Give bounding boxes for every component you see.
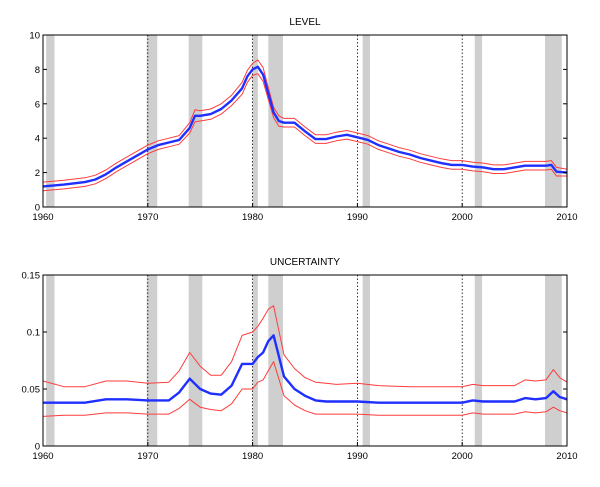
series-estimate: [43, 334, 568, 404]
recession-band: [252, 35, 258, 207]
x-tick-label: 1990: [347, 451, 368, 462]
y-tick-label: 10: [29, 31, 40, 42]
x-tick-label: 2000: [452, 212, 473, 223]
series-upper-band: [42, 305, 568, 388]
y-tick-label: 0.15: [22, 271, 41, 282]
y-tick-label: 0: [35, 442, 40, 453]
recession-band: [474, 275, 483, 446]
recession-band: [474, 35, 483, 207]
uncertainty-panel: 0 0.05 0.1 0.15 1960 1970 1980 1990 2000 2010 UNCE…: [22, 257, 578, 462]
x-tick-label: 2000: [452, 451, 473, 462]
x-tick-label: 1990: [347, 212, 368, 223]
level-panel: 0 2 4 6 8 10 1960 1970 1980 1990 2000 2010 LEVEL: [29, 17, 577, 223]
recession-band: [362, 35, 370, 207]
x-tick-label: 1980: [242, 451, 263, 462]
x-tick-label: 1970: [137, 451, 158, 462]
recession-band: [46, 275, 55, 446]
y-tick-label: 2: [35, 168, 40, 179]
y-tick-label: 4: [35, 134, 40, 145]
plot-frame: [42, 274, 568, 447]
x-tick-label: 1960: [32, 451, 53, 462]
plot-frame: [42, 34, 568, 208]
x-tick-label: 2010: [556, 212, 577, 223]
recession-band: [362, 275, 370, 446]
recession-band: [146, 275, 158, 446]
recession-band: [146, 35, 158, 207]
y-tick-label: 0.1: [27, 328, 40, 339]
chart-title: UNCERTAINTY: [270, 257, 341, 268]
series-lower-band: [42, 73, 567, 192]
x-tick-label: 2010: [556, 451, 577, 462]
x-tick-label: 1980: [242, 212, 263, 223]
recession-band: [544, 35, 562, 207]
recession-band: [544, 275, 562, 446]
recession-band: [188, 35, 203, 207]
y-tick-label: 8: [35, 65, 40, 76]
series-lower-band: [42, 361, 568, 417]
recession-band: [46, 35, 55, 207]
y-tick-label: 0.05: [22, 385, 41, 396]
x-tick-label: 1960: [32, 212, 53, 223]
y-tick-label: 6: [35, 99, 40, 110]
y-tick-label: 0: [35, 203, 40, 214]
recession-band: [268, 275, 283, 446]
x-tick-label: 1970: [137, 212, 158, 223]
chart-title: LEVEL: [289, 17, 321, 28]
series-estimate: [42, 65, 568, 188]
series-upper-band: [42, 59, 568, 183]
